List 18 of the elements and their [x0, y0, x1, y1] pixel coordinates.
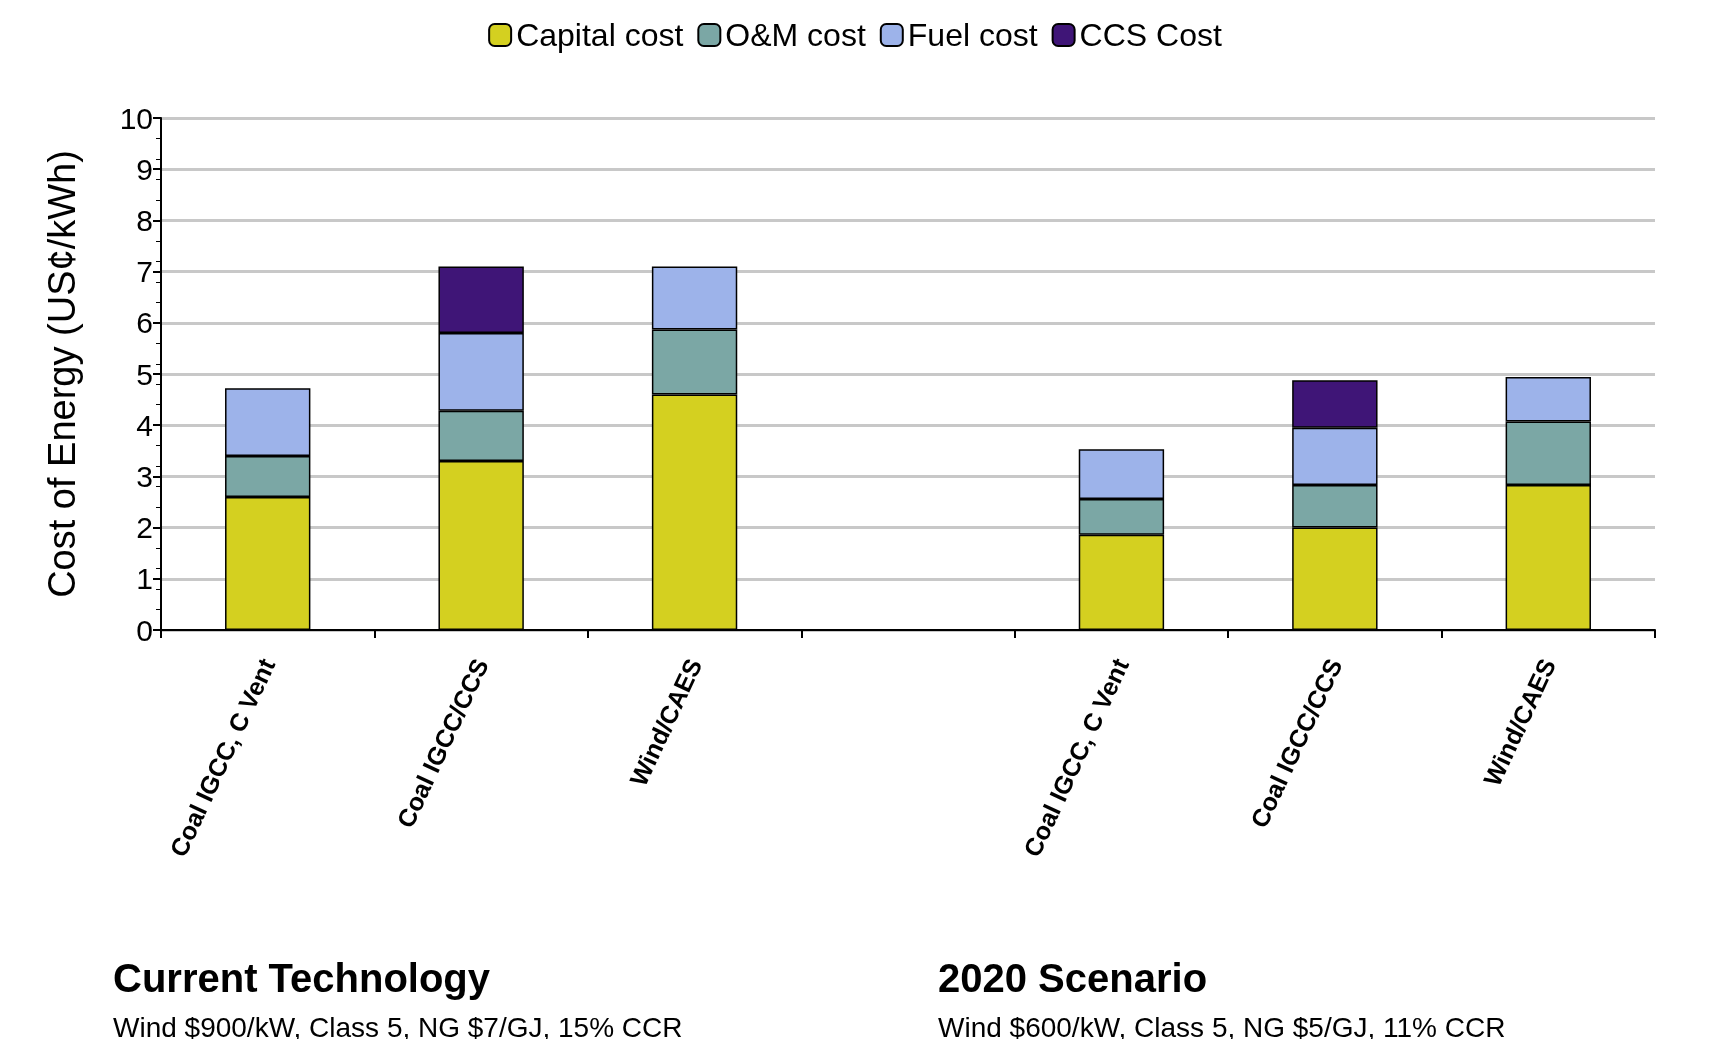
- legend-label: Fuel cost: [907, 17, 1038, 53]
- text: Current Technology: [113, 956, 491, 1000]
- y-tick-label: 0: [136, 613, 153, 647]
- text: 2020 Scenario: [938, 956, 1208, 1000]
- y-tick-label: 8: [136, 203, 153, 237]
- y-tick-label: 4: [136, 408, 153, 442]
- y-tick-label: 5: [136, 357, 153, 391]
- y-tick-label: 9: [136, 152, 153, 186]
- y-tick-label: 6: [136, 306, 153, 340]
- y-tick-label: 2: [136, 511, 153, 545]
- y-tick-label: 1: [136, 562, 153, 596]
- legend-label: Capital cost: [516, 17, 684, 53]
- legend-label: CCS Cost: [1079, 17, 1222, 53]
- y-tick-label: 10: [119, 101, 153, 135]
- legend-label: O&M cost: [725, 17, 866, 53]
- y-axis-title: Cost of Energy (US¢/kWh): [41, 150, 83, 598]
- y-tick-label: 7: [136, 255, 153, 289]
- y-tick-label: 3: [136, 459, 153, 493]
